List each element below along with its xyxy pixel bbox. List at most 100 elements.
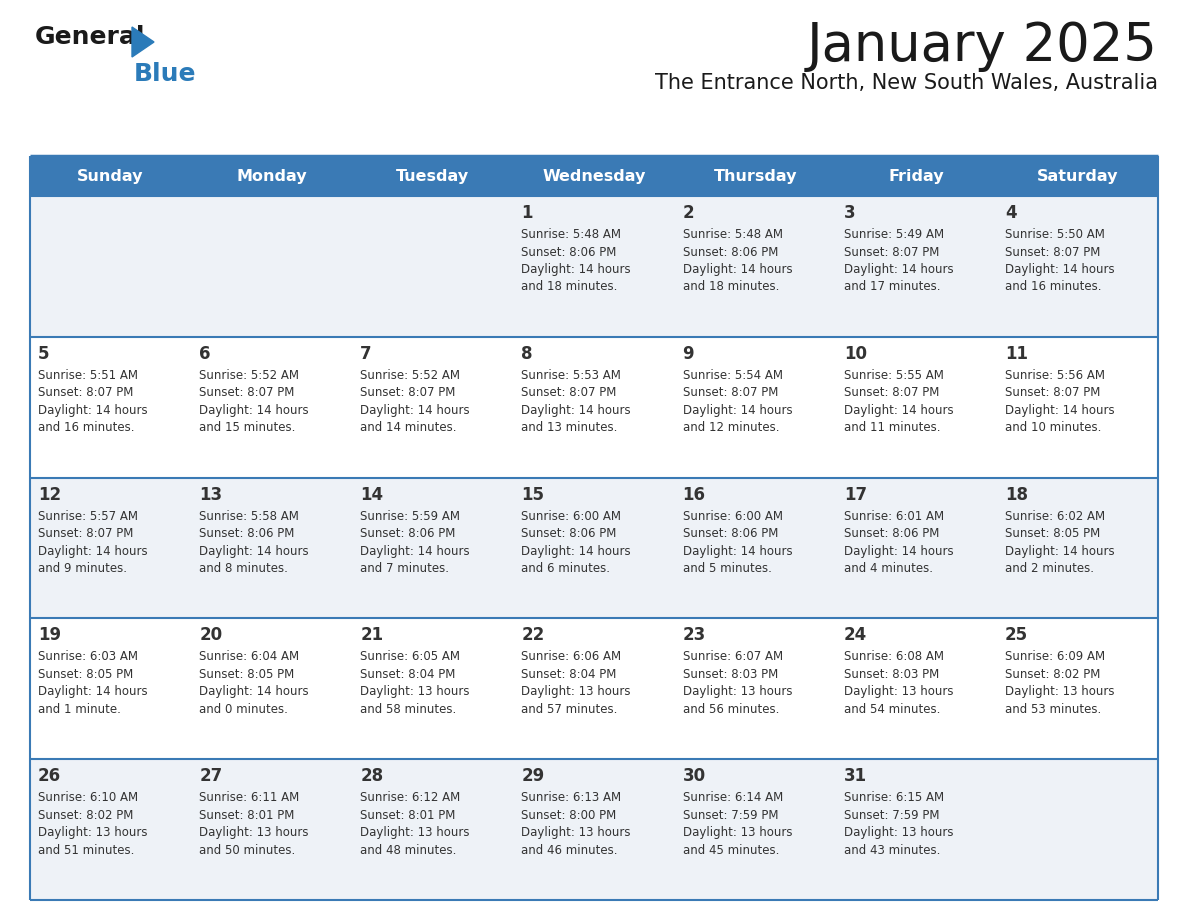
Text: Daylight: 13 hours: Daylight: 13 hours — [360, 826, 469, 839]
Text: Sunset: 8:01 PM: Sunset: 8:01 PM — [360, 809, 456, 822]
Text: Wednesday: Wednesday — [542, 170, 646, 185]
Text: Sunset: 8:04 PM: Sunset: 8:04 PM — [360, 668, 456, 681]
Text: and 16 minutes.: and 16 minutes. — [1005, 281, 1101, 294]
Text: Sunrise: 6:11 AM: Sunrise: 6:11 AM — [200, 791, 299, 804]
Text: Sunrise: 6:12 AM: Sunrise: 6:12 AM — [360, 791, 461, 804]
Text: Sunset: 8:06 PM: Sunset: 8:06 PM — [683, 245, 778, 259]
Text: Daylight: 14 hours: Daylight: 14 hours — [1005, 404, 1114, 417]
Text: Sunrise: 5:54 AM: Sunrise: 5:54 AM — [683, 369, 783, 382]
Bar — [513, 158, 675, 196]
Bar — [30, 759, 1158, 900]
Text: Sunset: 7:59 PM: Sunset: 7:59 PM — [683, 809, 778, 822]
Bar — [997, 158, 1158, 196]
Text: 6: 6 — [200, 345, 210, 363]
Text: Daylight: 13 hours: Daylight: 13 hours — [1005, 686, 1114, 699]
Bar — [835, 158, 997, 196]
Text: 19: 19 — [38, 626, 61, 644]
Text: Sunset: 8:06 PM: Sunset: 8:06 PM — [683, 527, 778, 540]
Text: Sunset: 8:07 PM: Sunset: 8:07 PM — [38, 386, 133, 399]
Text: Sunset: 8:02 PM: Sunset: 8:02 PM — [1005, 668, 1100, 681]
Text: Sunday: Sunday — [77, 170, 144, 185]
Text: Sunset: 8:02 PM: Sunset: 8:02 PM — [38, 809, 133, 822]
Text: and 50 minutes.: and 50 minutes. — [200, 844, 296, 856]
Text: Daylight: 14 hours: Daylight: 14 hours — [843, 404, 953, 417]
Text: Sunrise: 5:53 AM: Sunrise: 5:53 AM — [522, 369, 621, 382]
Text: 8: 8 — [522, 345, 533, 363]
Text: General: General — [34, 25, 145, 49]
Text: Sunset: 8:05 PM: Sunset: 8:05 PM — [38, 668, 133, 681]
Text: Daylight: 13 hours: Daylight: 13 hours — [360, 686, 469, 699]
Text: and 48 minutes.: and 48 minutes. — [360, 844, 456, 856]
Text: Sunset: 8:06 PM: Sunset: 8:06 PM — [843, 527, 939, 540]
Text: and 13 minutes.: and 13 minutes. — [522, 421, 618, 434]
Text: 5: 5 — [38, 345, 50, 363]
Text: Sunrise: 5:48 AM: Sunrise: 5:48 AM — [683, 228, 783, 241]
Text: Sunset: 8:03 PM: Sunset: 8:03 PM — [843, 668, 939, 681]
Text: 29: 29 — [522, 767, 544, 785]
Text: Daylight: 14 hours: Daylight: 14 hours — [683, 404, 792, 417]
Text: Daylight: 14 hours: Daylight: 14 hours — [360, 404, 470, 417]
Text: 26: 26 — [38, 767, 61, 785]
Text: 21: 21 — [360, 626, 384, 644]
Text: 11: 11 — [1005, 345, 1028, 363]
Text: Sunrise: 6:00 AM: Sunrise: 6:00 AM — [683, 509, 783, 522]
Text: Sunrise: 6:04 AM: Sunrise: 6:04 AM — [200, 650, 299, 664]
Text: and 7 minutes.: and 7 minutes. — [360, 562, 449, 575]
Text: Daylight: 14 hours: Daylight: 14 hours — [200, 404, 309, 417]
Text: Sunrise: 5:58 AM: Sunrise: 5:58 AM — [200, 509, 299, 522]
Text: Sunrise: 6:10 AM: Sunrise: 6:10 AM — [38, 791, 138, 804]
Text: and 18 minutes.: and 18 minutes. — [522, 281, 618, 294]
Text: Sunset: 8:07 PM: Sunset: 8:07 PM — [522, 386, 617, 399]
Text: Sunrise: 6:15 AM: Sunrise: 6:15 AM — [843, 791, 943, 804]
Text: Sunset: 8:03 PM: Sunset: 8:03 PM — [683, 668, 778, 681]
Text: Daylight: 14 hours: Daylight: 14 hours — [522, 544, 631, 557]
Text: and 1 minute.: and 1 minute. — [38, 703, 121, 716]
Text: 1: 1 — [522, 204, 533, 222]
Text: and 46 minutes.: and 46 minutes. — [522, 844, 618, 856]
Text: Daylight: 14 hours: Daylight: 14 hours — [38, 404, 147, 417]
Text: Sunset: 8:07 PM: Sunset: 8:07 PM — [360, 386, 456, 399]
Text: Daylight: 14 hours: Daylight: 14 hours — [360, 544, 470, 557]
Polygon shape — [132, 27, 154, 57]
Text: 4: 4 — [1005, 204, 1017, 222]
Text: 20: 20 — [200, 626, 222, 644]
Bar — [353, 158, 513, 196]
Text: Daylight: 14 hours: Daylight: 14 hours — [843, 263, 953, 276]
Text: 14: 14 — [360, 486, 384, 504]
Text: Blue: Blue — [134, 62, 196, 86]
Text: Sunset: 8:05 PM: Sunset: 8:05 PM — [200, 668, 295, 681]
Text: 15: 15 — [522, 486, 544, 504]
Text: and 4 minutes.: and 4 minutes. — [843, 562, 933, 575]
Text: Daylight: 14 hours: Daylight: 14 hours — [522, 404, 631, 417]
Text: Sunset: 8:01 PM: Sunset: 8:01 PM — [200, 809, 295, 822]
Text: Sunrise: 5:52 AM: Sunrise: 5:52 AM — [200, 369, 299, 382]
Text: Sunset: 8:00 PM: Sunset: 8:00 PM — [522, 809, 617, 822]
Text: 7: 7 — [360, 345, 372, 363]
Text: Daylight: 14 hours: Daylight: 14 hours — [38, 544, 147, 557]
Text: 23: 23 — [683, 626, 706, 644]
Text: Sunrise: 5:55 AM: Sunrise: 5:55 AM — [843, 369, 943, 382]
Text: and 12 minutes.: and 12 minutes. — [683, 421, 779, 434]
Text: Daylight: 13 hours: Daylight: 13 hours — [200, 826, 309, 839]
Text: Sunset: 8:06 PM: Sunset: 8:06 PM — [522, 245, 617, 259]
Text: Sunset: 8:07 PM: Sunset: 8:07 PM — [200, 386, 295, 399]
Text: Daylight: 13 hours: Daylight: 13 hours — [683, 826, 792, 839]
Text: Sunrise: 6:14 AM: Sunrise: 6:14 AM — [683, 791, 783, 804]
Text: Daylight: 14 hours: Daylight: 14 hours — [200, 686, 309, 699]
Text: Sunrise: 6:13 AM: Sunrise: 6:13 AM — [522, 791, 621, 804]
Text: Sunset: 8:07 PM: Sunset: 8:07 PM — [843, 245, 939, 259]
Text: Daylight: 14 hours: Daylight: 14 hours — [522, 263, 631, 276]
Text: and 51 minutes.: and 51 minutes. — [38, 844, 134, 856]
Text: 28: 28 — [360, 767, 384, 785]
Text: The Entrance North, New South Wales, Australia: The Entrance North, New South Wales, Aus… — [655, 73, 1158, 93]
Text: Monday: Monday — [236, 170, 307, 185]
Text: Sunrise: 5:59 AM: Sunrise: 5:59 AM — [360, 509, 460, 522]
Text: Sunrise: 6:07 AM: Sunrise: 6:07 AM — [683, 650, 783, 664]
Text: 17: 17 — [843, 486, 867, 504]
Text: 3: 3 — [843, 204, 855, 222]
Text: and 45 minutes.: and 45 minutes. — [683, 844, 779, 856]
Text: Sunrise: 5:51 AM: Sunrise: 5:51 AM — [38, 369, 138, 382]
Text: 2: 2 — [683, 204, 694, 222]
Text: Sunrise: 5:57 AM: Sunrise: 5:57 AM — [38, 509, 138, 522]
Text: Daylight: 13 hours: Daylight: 13 hours — [843, 826, 953, 839]
